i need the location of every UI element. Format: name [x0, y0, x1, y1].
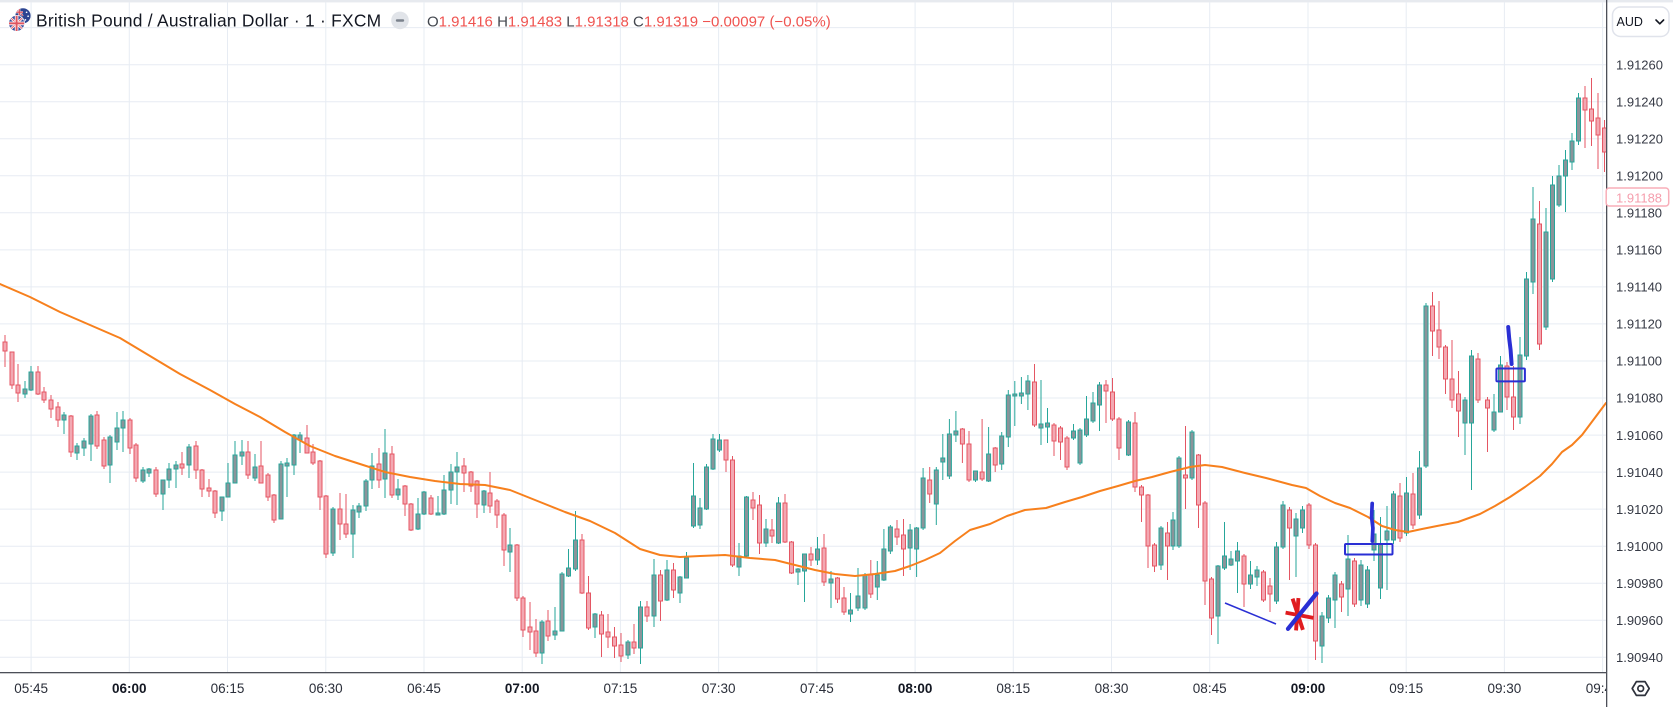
- svg-text:06:00: 06:00: [112, 681, 147, 696]
- svg-text:06:15: 06:15: [211, 681, 245, 696]
- svg-text:07:45: 07:45: [800, 681, 834, 696]
- svg-text:1.91188: 1.91188: [1616, 191, 1662, 206]
- svg-text:06:30: 06:30: [309, 681, 343, 696]
- svg-text:09:30: 09:30: [1488, 681, 1522, 696]
- svg-text:1.91180: 1.91180: [1616, 206, 1662, 221]
- svg-text:07:30: 07:30: [702, 681, 736, 696]
- svg-text:1.91000: 1.91000: [1616, 539, 1663, 554]
- svg-text:1.91200: 1.91200: [1616, 169, 1663, 184]
- svg-text:07:15: 07:15: [604, 681, 638, 696]
- svg-text:1.91040: 1.91040: [1616, 465, 1663, 480]
- svg-text:1.91140: 1.91140: [1616, 280, 1662, 295]
- svg-text:1.90960: 1.90960: [1616, 613, 1663, 628]
- svg-text:O1.91416 H1.91483 L1.91318 C1.: O1.91416 H1.91483 L1.91318 C1.91319 −0.0…: [427, 14, 831, 31]
- svg-text:09:00: 09:00: [1291, 681, 1326, 696]
- svg-text:1.90940: 1.90940: [1616, 650, 1663, 665]
- svg-text:08:15: 08:15: [996, 681, 1030, 696]
- svg-text:1.90980: 1.90980: [1616, 576, 1663, 591]
- svg-text:1.91220: 1.91220: [1616, 131, 1663, 146]
- svg-text:1.91060: 1.91060: [1616, 428, 1663, 443]
- svg-text:AUD: AUD: [1617, 15, 1643, 29]
- svg-text:05:45: 05:45: [14, 681, 48, 696]
- svg-text:08:45: 08:45: [1193, 681, 1227, 696]
- svg-text:08:30: 08:30: [1095, 681, 1129, 696]
- svg-text:1.91080: 1.91080: [1616, 391, 1663, 406]
- svg-text:1.91160: 1.91160: [1616, 243, 1662, 258]
- svg-text:British Pound / Australian Dol: British Pound / Australian Dollar · 1 · …: [36, 11, 381, 31]
- svg-text:1.91240: 1.91240: [1616, 94, 1663, 109]
- svg-text:08:00: 08:00: [898, 681, 933, 696]
- svg-text:06:45: 06:45: [407, 681, 441, 696]
- svg-text:1.91120: 1.91120: [1616, 317, 1662, 332]
- svg-text:1.91260: 1.91260: [1616, 57, 1663, 72]
- svg-text:1.91100: 1.91100: [1616, 354, 1662, 369]
- svg-text:1.91020: 1.91020: [1616, 502, 1663, 517]
- svg-text:09:15: 09:15: [1389, 681, 1423, 696]
- svg-text:09:45: 09:45: [1586, 681, 1620, 696]
- svg-text:07:00: 07:00: [505, 681, 540, 696]
